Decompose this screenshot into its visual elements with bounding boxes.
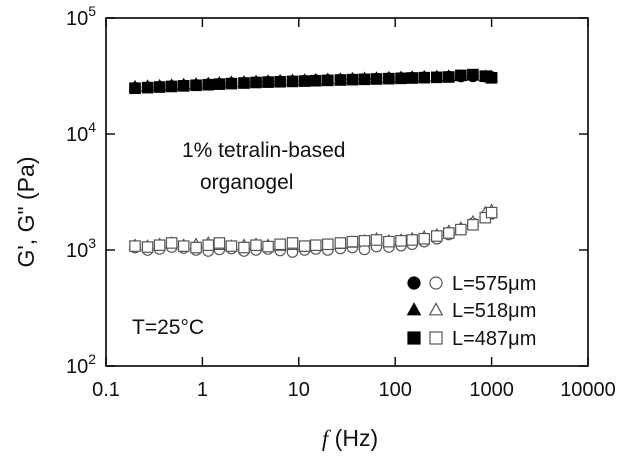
y-tick-label: 104 — [66, 119, 96, 146]
plot-area-border — [105, 17, 589, 367]
storage-modulus-point — [238, 77, 250, 89]
storage-modulus-point — [406, 72, 418, 84]
storage-modulus-point — [322, 74, 334, 87]
storage-modulus-point — [430, 71, 443, 84]
loss-modulus-point — [141, 241, 154, 253]
storage-modulus-point — [309, 74, 322, 87]
storage-modulus-point — [213, 78, 226, 90]
temperature-annotation: T=25°C — [132, 316, 204, 339]
storage-modulus-point — [334, 74, 347, 86]
y-axis-title: G', G" (Pa) — [13, 157, 39, 268]
x-tick-label: 1 — [197, 379, 208, 401]
storage-modulus-point — [395, 72, 407, 85]
storage-modulus-point — [141, 81, 154, 94]
y-tick-label: 103 — [66, 235, 96, 262]
storage-modulus-point — [418, 71, 431, 84]
x-tick-label: 100 — [379, 379, 412, 401]
storage-modulus-point — [485, 72, 498, 84]
x-tick-label: 10 — [288, 379, 310, 401]
storage-modulus-point — [202, 78, 215, 91]
loss-modulus-point — [406, 234, 418, 246]
legend-marker-filled — [407, 331, 421, 345]
legend-label: L=518μm — [452, 300, 536, 322]
y-tick-labels: 102 103 104 105 — [66, 3, 96, 378]
legend-marker-open — [429, 331, 443, 345]
y-tick-label: 105 — [66, 3, 96, 30]
loss-modulus-point — [485, 206, 498, 219]
data-points — [128, 68, 499, 258]
loss-modulus-point — [262, 240, 274, 253]
loss-modulus-point — [322, 238, 334, 251]
loss-modulus-point — [129, 240, 141, 252]
loss-modulus-point — [286, 237, 299, 249]
loss-modulus-point — [383, 235, 395, 248]
sample-annotation-line2: organogel — [200, 171, 293, 194]
storage-modulus-point — [358, 73, 371, 86]
storage-modulus-point — [274, 75, 286, 88]
loss-modulus-point — [274, 238, 286, 251]
plot-frame — [105, 17, 589, 367]
legend-marker-open — [429, 276, 443, 290]
loss-modulus-point — [334, 237, 347, 249]
x-tick-labels: 0.1 1 10 100 1000 10000 — [92, 379, 616, 401]
y-tick-label: 102 — [66, 351, 96, 378]
storage-modulus-point — [225, 77, 238, 90]
loss-modulus-point — [213, 237, 226, 249]
legend-marker-filled — [406, 302, 422, 316]
loss-modulus-point — [430, 230, 443, 242]
legend-label: L=575μm — [452, 273, 536, 295]
loss-modulus-point — [153, 239, 166, 251]
loss-modulus-point — [418, 232, 431, 245]
storage-modulus-point — [346, 73, 359, 86]
loss-modulus-point — [395, 235, 407, 247]
loss-modulus-point — [202, 239, 215, 251]
loss-modulus-point — [455, 223, 467, 236]
loss-modulus-point — [250, 239, 262, 251]
loss-modulus-point — [298, 240, 311, 252]
loss-modulus-point — [225, 240, 238, 252]
storage-modulus-point — [443, 71, 455, 83]
loss-modulus-point — [177, 240, 190, 252]
legend-marker-open — [428, 302, 444, 316]
x-tick-label: 10000 — [560, 379, 616, 401]
loss-modulus-point — [346, 235, 359, 248]
storage-modulus-point — [165, 80, 178, 93]
legend-marker-filled — [407, 276, 421, 290]
storage-modulus-point — [190, 79, 202, 92]
loss-modulus-point — [309, 239, 322, 251]
storage-modulus-point — [177, 80, 190, 92]
storage-modulus-point — [129, 82, 141, 95]
x-axis-title: f (Hz) — [322, 425, 378, 451]
loss-modulus-point — [358, 235, 371, 247]
storage-modulus-point — [286, 75, 299, 88]
storage-modulus-point — [153, 81, 166, 93]
loss-modulus-point — [467, 218, 479, 231]
x-tick-label: 1000 — [469, 379, 514, 401]
storage-modulus-point — [383, 72, 395, 85]
loss-modulus-point — [238, 241, 250, 254]
storage-modulus-point — [455, 69, 467, 82]
storage-modulus-point — [370, 73, 383, 85]
axis-ticks — [105, 17, 589, 367]
x-tick-label: 0.1 — [92, 379, 120, 401]
x-axis-title-italic: f — [322, 426, 332, 451]
storage-modulus-point — [298, 75, 311, 87]
storage-modulus-point — [467, 68, 479, 81]
series-5 — [129, 206, 498, 254]
legend-label: L=487μm — [452, 328, 536, 350]
x-axis-title-unit: (Hz) — [328, 425, 378, 451]
storage-modulus-point — [262, 76, 274, 88]
loss-modulus-point — [165, 237, 178, 249]
legend: L=575μm L=518μm L=487μm — [406, 273, 536, 350]
storage-modulus-point — [250, 76, 262, 89]
loss-modulus-point — [443, 227, 455, 239]
loss-modulus-point — [190, 241, 202, 254]
series-2 — [129, 68, 498, 95]
loss-modulus-point — [370, 234, 383, 246]
sample-annotation-line1: 1% tetralin-based — [182, 139, 345, 162]
